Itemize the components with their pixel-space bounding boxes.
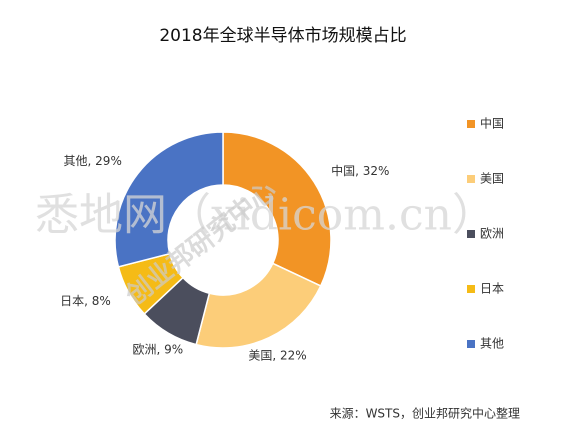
legend-swatch [467,175,475,183]
donut-slice [114,131,224,268]
legend-swatch [467,285,475,293]
data-label: 美国, 22% [248,348,306,362]
legend-label: 欧洲 [480,227,504,241]
data-label: 日本, 8% [60,294,111,308]
chart-title: 2018年全球半导体市场规模占比 [159,26,406,46]
legend-label: 中国 [480,116,504,131]
data-label: 中国, 32% [331,163,389,178]
legend-label: 日本 [480,282,504,296]
watermark: 悉地网（xidicom.cn） [35,190,496,241]
legend-label: 其他 [480,337,504,351]
donut-slice [222,131,332,287]
data-label: 其他, 29% [64,154,122,168]
legend-swatch [467,340,475,348]
legend-swatch [467,230,475,238]
legend-label: 美国 [480,172,504,186]
source-note: 来源：WSTS，创业邦研究中心整理 [330,406,520,421]
legend-swatch [467,120,475,128]
donut-slice [195,262,322,349]
data-label: 欧洲, 9% [133,343,184,357]
